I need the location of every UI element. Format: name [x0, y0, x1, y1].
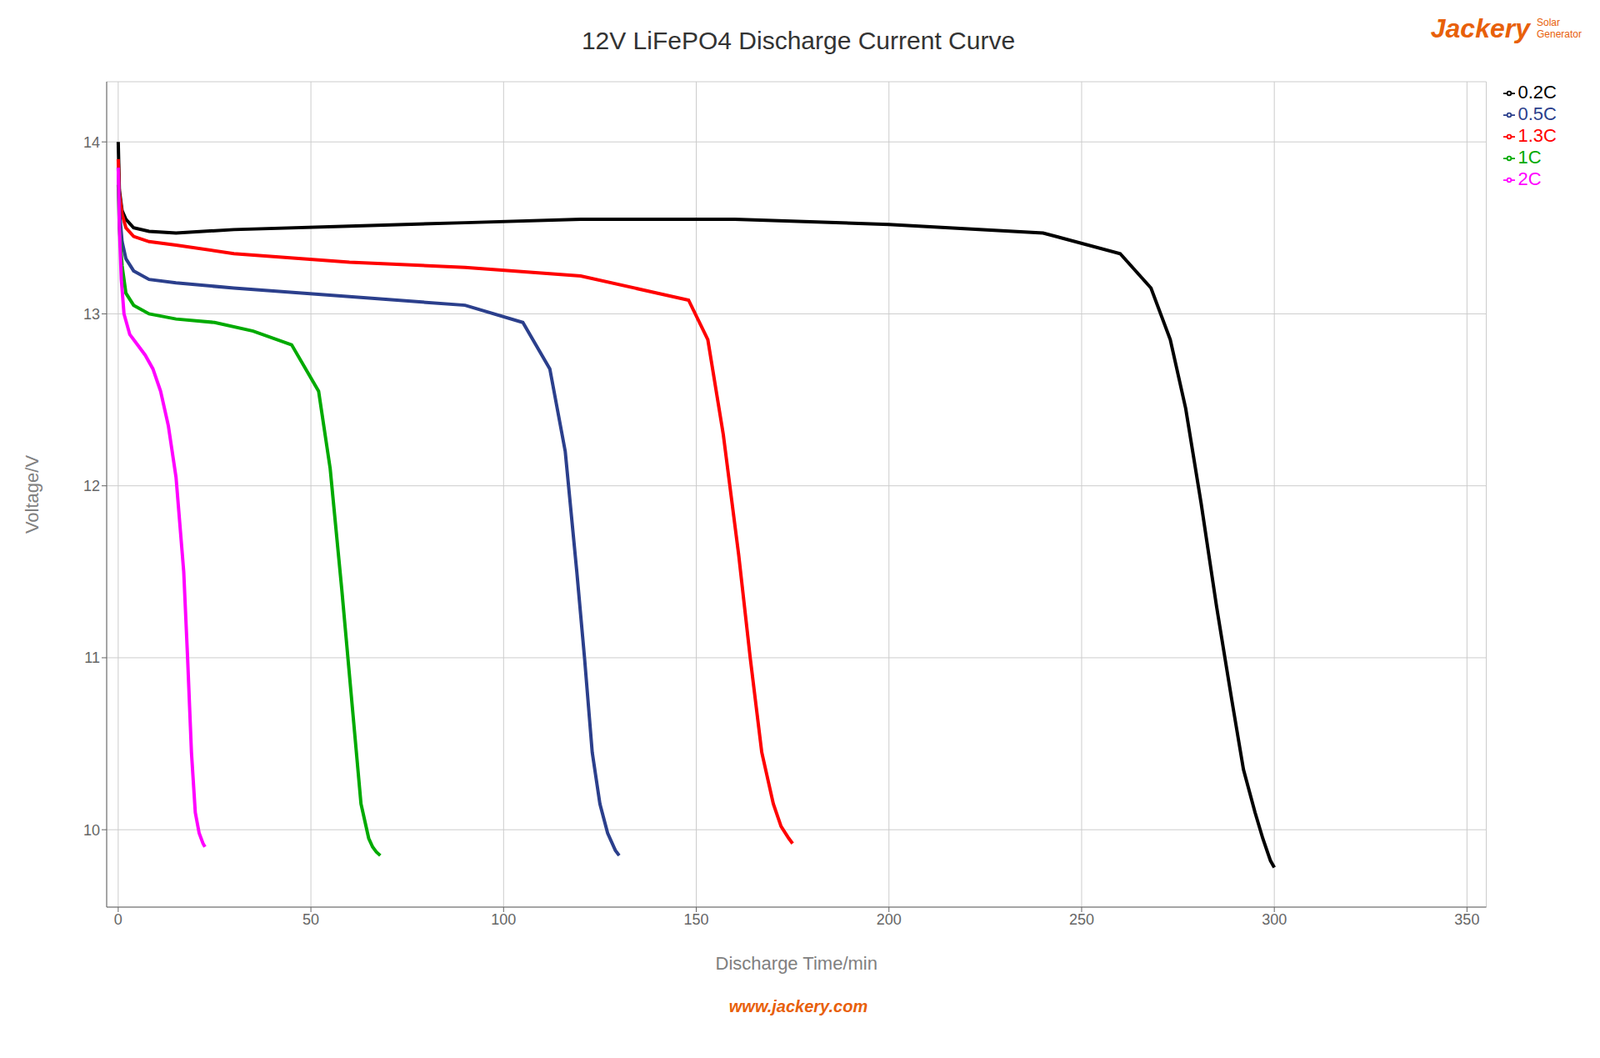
- html-text:www.jackery.com: www.jackery.com: [729, 996, 868, 1015]
- svg-text:300: 300: [1261, 910, 1287, 928]
- svg-text:11: 11: [84, 649, 100, 666]
- svg-text:250: 250: [1069, 910, 1095, 928]
- svg-text:13: 13: [83, 305, 100, 323]
- html-text:2C: 2C: [1517, 168, 1542, 190]
- html-text:12V LiFePO4 Discharge Current: 12V LiFePO4 Discharge Current Curve: [581, 26, 1016, 55]
- svg-text:100: 100: [490, 910, 516, 928]
- svg-text:50: 50: [302, 910, 320, 928]
- html-text:1.3C: 1.3C: [1517, 125, 1557, 146]
- html-text:1C: 1C: [1517, 146, 1542, 168]
- html-text:Jackery: Jackery: [1430, 13, 1530, 44]
- svg-text:14: 14: [83, 134, 100, 151]
- svg-text:Voltage/V: Voltage/V: [21, 455, 43, 535]
- svg-text:10: 10: [83, 821, 100, 839]
- svg-text:Discharge Time/min: Discharge Time/min: [715, 952, 878, 974]
- svg-text:0: 0: [114, 910, 123, 928]
- svg-text:200: 200: [876, 910, 902, 928]
- svg-text:350: 350: [1454, 910, 1480, 928]
- html-text:0.5C: 0.5C: [1517, 103, 1557, 125]
- svg-text:150: 150: [684, 910, 710, 928]
- html-text:Solar Generator: Solar Generator: [1536, 16, 1582, 41]
- svg-text:12: 12: [83, 477, 100, 495]
- html-text:0.2C: 0.2C: [1517, 81, 1557, 103]
